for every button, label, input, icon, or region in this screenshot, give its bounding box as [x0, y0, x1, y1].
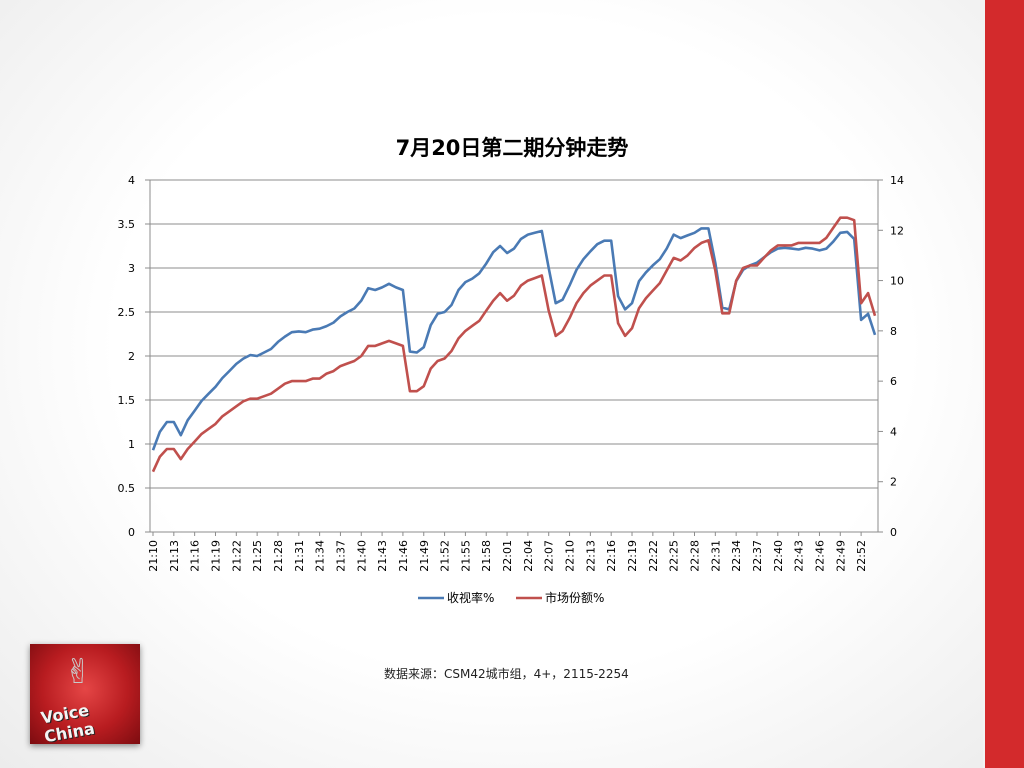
x-tick-label: 21:49 — [418, 540, 431, 572]
x-tick-label: 22:04 — [522, 540, 535, 572]
x-tick-label: 21:16 — [189, 540, 202, 572]
y-right-tick-label: 12 — [890, 224, 904, 237]
x-tick-label: 22:40 — [772, 540, 785, 572]
x-tick-label: 22:46 — [813, 540, 826, 572]
y-left-tick-label: 2.5 — [118, 306, 136, 319]
red-accent-band — [983, 0, 1024, 768]
x-tick-label: 21:43 — [376, 540, 389, 572]
logo-text: Voice China — [39, 700, 97, 744]
x-tick-label: 22:52 — [855, 540, 868, 572]
x-tick-label: 22:34 — [730, 540, 743, 572]
x-tick-label: 21:13 — [168, 540, 181, 572]
x-tick-label: 22:43 — [793, 540, 806, 572]
y-right-tick-label: 2 — [890, 476, 897, 489]
x-tick-label: 21:25 — [251, 540, 264, 572]
y-left-tick-label: 0 — [128, 526, 135, 539]
y-right-tick-label: 8 — [890, 325, 897, 338]
y-left-tick-label: 0.5 — [118, 482, 136, 495]
x-tick-label: 22:07 — [543, 540, 556, 572]
y-right-tick-label: 0 — [890, 526, 897, 539]
legend-label: 收视率% — [447, 590, 494, 605]
y-left-tick-label: 1 — [128, 438, 135, 451]
x-tick-label: 22:25 — [668, 540, 681, 572]
y-left-tick-label: 1.5 — [118, 394, 136, 407]
x-tick-label: 21:55 — [459, 540, 472, 572]
x-tick-label: 21:46 — [397, 540, 410, 572]
voice-of-china-logo: ✌ Voice China — [30, 644, 140, 744]
y-right-tick-label: 6 — [890, 375, 897, 388]
y-left-tick-label: 4 — [128, 174, 135, 187]
series-line-rating — [151, 227, 877, 451]
x-tick-label: 22:13 — [584, 540, 597, 572]
y-right-tick-label: 14 — [890, 174, 904, 187]
legend-label: 市场份额% — [545, 590, 604, 605]
x-tick-label: 21:28 — [272, 540, 285, 572]
x-tick-label: 22:22 — [647, 540, 660, 572]
x-tick-label: 21:34 — [314, 540, 327, 572]
x-tick-label: 22:16 — [605, 540, 618, 572]
x-tick-label: 21:19 — [209, 540, 222, 572]
microphone-hand-icon: ✌ — [64, 652, 93, 692]
chart-title: 7月20日第二期分钟走势 — [396, 136, 629, 160]
axes — [145, 179, 883, 536]
x-tick-label: 22:28 — [689, 540, 702, 572]
y-left-tick-label: 3 — [128, 262, 135, 275]
tick-labels: 0 0.5 1 1.5 2 2.5 3 3.5 4 0 2 4 6 8 10 12 14 21:10 21:13 21… — [118, 174, 905, 572]
x-tick-label: 21:10 — [147, 540, 160, 572]
series-line-share — [151, 216, 877, 473]
x-tick-label: 21:22 — [230, 540, 243, 572]
x-tick-label: 21:31 — [293, 540, 306, 572]
x-tick-label: 22:19 — [626, 540, 639, 572]
legend: 收视率% 市场份额% — [418, 590, 604, 605]
x-tick-label: 22:37 — [751, 540, 764, 572]
data-source-note: 数据来源：CSM42城市组，4+，2115-2254 — [384, 667, 629, 681]
y-left-tick-label: 2 — [128, 350, 135, 363]
y-right-tick-label: 10 — [890, 275, 904, 288]
x-tick-label: 22:10 — [564, 540, 577, 572]
x-tick-label: 21:52 — [439, 540, 452, 572]
y-right-tick-label: 4 — [890, 425, 897, 438]
x-tick-label: 22:31 — [709, 540, 722, 572]
x-tick-label: 21:37 — [334, 540, 347, 572]
series-lines — [151, 216, 877, 473]
x-tick-label: 22:01 — [501, 540, 514, 572]
x-tick-label: 22:49 — [834, 540, 847, 572]
x-tick-label: 21:58 — [480, 540, 493, 572]
x-tick-label: 21:40 — [355, 540, 368, 572]
y-left-tick-label: 3.5 — [118, 218, 136, 231]
